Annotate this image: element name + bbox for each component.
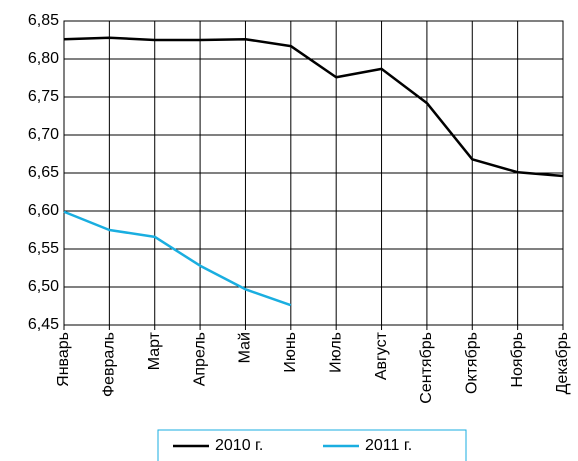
- y-tick-label: 6,55: [28, 240, 59, 257]
- x-tick-label: Февраль: [101, 332, 118, 397]
- legend-label: 2010 г.: [215, 437, 263, 454]
- x-tick-label: Январь: [55, 332, 72, 387]
- plot-frame: [63, 20, 564, 326]
- x-tick-label: Май: [237, 332, 254, 363]
- x-tick-label: Сентябрь: [418, 332, 435, 404]
- y-tick-label: 6,80: [28, 50, 59, 67]
- legend-box: [157, 429, 467, 461]
- x-tick-label: Декабрь: [554, 332, 571, 394]
- y-tick-label: 6,45: [28, 316, 59, 333]
- x-tick-label: Апрель: [191, 332, 208, 386]
- x-tick-label: Март: [146, 331, 163, 370]
- y-tick-label: 6,65: [28, 164, 59, 181]
- line-series: [63, 36, 564, 178]
- x-tick-label: Ноябрь: [509, 332, 526, 388]
- x-tick-label: Июль: [327, 332, 344, 373]
- x-tick-label: Август: [373, 331, 390, 380]
- x-tick-label: Октябрь: [463, 332, 480, 394]
- legend-label: 2011 г.: [365, 437, 412, 454]
- y-tick-label: 6,50: [28, 278, 59, 295]
- x-tick-label: Июнь: [282, 332, 299, 373]
- y-tick-label: 6,60: [28, 202, 59, 219]
- line-series: [63, 210, 292, 307]
- y-tick-label: 6,85: [28, 12, 59, 29]
- y-tick-label: 6,75: [28, 88, 59, 105]
- y-tick-label: 6,70: [28, 126, 59, 143]
